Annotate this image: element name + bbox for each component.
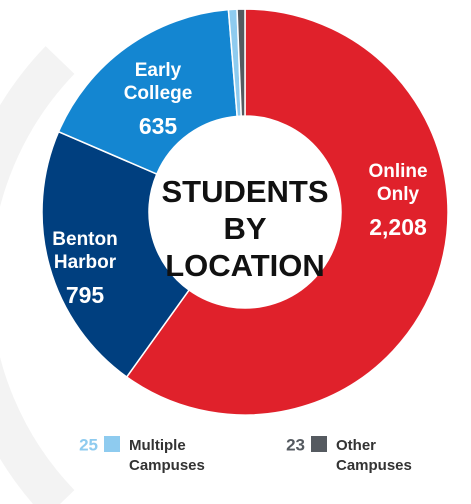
legend-value: 25 [79, 435, 98, 454]
legend-swatch [311, 436, 327, 452]
donut-slice [57, 8, 238, 176]
chart-title: STUDENTS BY LOCATION [161, 174, 328, 283]
donut-slice [41, 130, 191, 379]
slice-value: 635 [139, 113, 178, 139]
donut-slice [125, 8, 449, 416]
legend-label: Other Campuses [336, 437, 412, 474]
slice-value: 2,208 [369, 214, 427, 240]
slice-label: Early College [124, 60, 193, 104]
legend-value: 23 [286, 435, 305, 454]
legend-swatch [104, 436, 120, 452]
slice-label: Online Only [368, 161, 427, 205]
slice-label: Benton Harbor [52, 229, 117, 273]
donut-slice [236, 8, 246, 117]
slice-value: 795 [66, 282, 105, 308]
legend-label: Multiple Campuses [129, 437, 205, 474]
decoration [0, 46, 75, 504]
